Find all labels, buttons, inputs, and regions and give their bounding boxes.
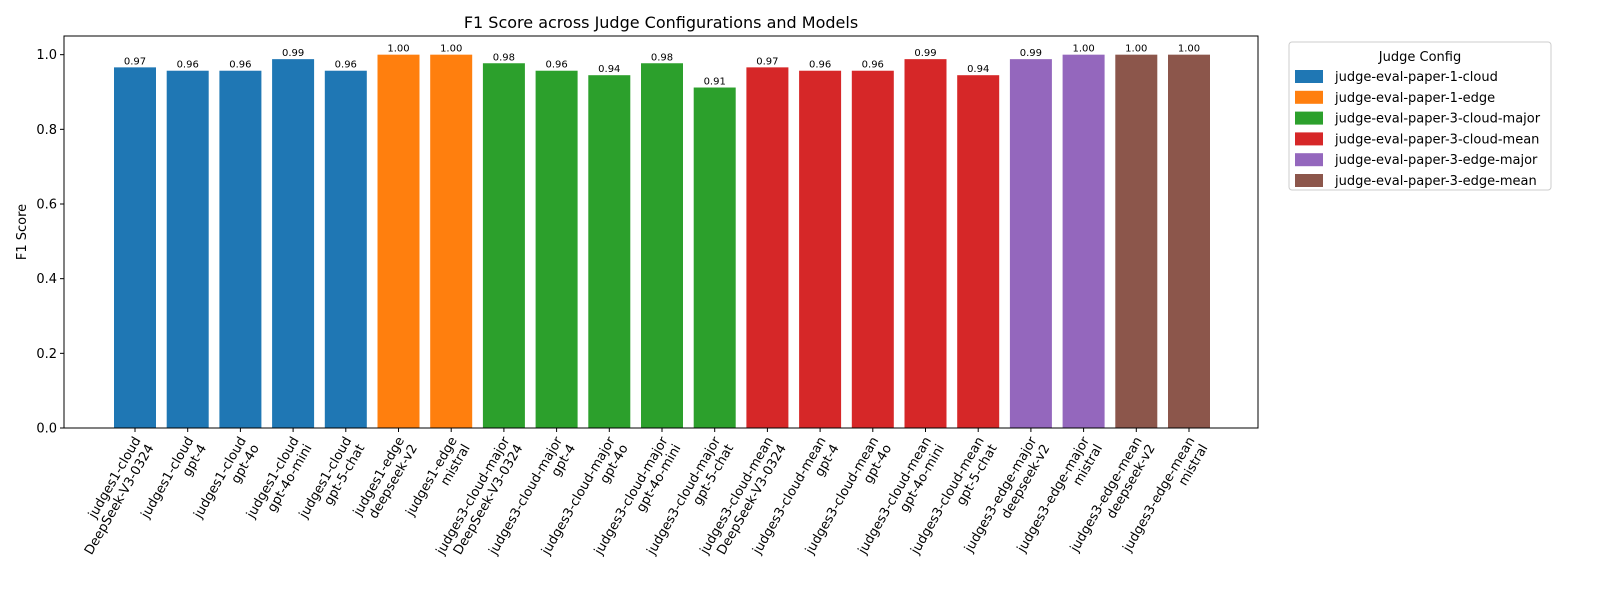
bar xyxy=(1062,54,1105,429)
bar xyxy=(430,54,473,429)
bar xyxy=(904,59,947,428)
legend-entry-label: judge-eval-paper-3-edge-mean xyxy=(1334,174,1537,189)
y-tick-label: 0.4 xyxy=(36,272,57,287)
legend-entry-label: judge-eval-paper-3-cloud-mean xyxy=(1334,132,1539,147)
legend-swatch xyxy=(1295,174,1323,187)
legend-box xyxy=(1288,41,1552,191)
bar-value-label: 0.99 xyxy=(914,48,936,59)
legend-entry-label: judge-eval-paper-3-edge-major xyxy=(1334,153,1538,168)
bar xyxy=(219,70,262,428)
bar xyxy=(272,59,315,428)
legend-title: Judge Config xyxy=(1378,50,1461,65)
bar xyxy=(799,70,842,428)
bar-value-label: 0.99 xyxy=(1020,48,1042,59)
bar-value-label: 0.98 xyxy=(493,52,515,63)
legend-swatch xyxy=(1295,132,1323,146)
bar-value-label: 0.96 xyxy=(862,60,884,71)
bar-value-label: 1.00 xyxy=(1178,44,1200,55)
x-tick-label: judges1-cloudDeepSeek-V3-0324 xyxy=(69,435,157,558)
y-tick-label: 0.6 xyxy=(36,198,57,213)
y-tick-label: 0.2 xyxy=(36,347,57,362)
legend-swatch xyxy=(1295,90,1323,104)
bar xyxy=(324,70,367,428)
bar xyxy=(114,67,156,429)
legend-entry-label: judge-eval-paper-3-cloud-major xyxy=(1334,112,1541,127)
plot-area: 0.97judges1-cloudDeepSeek-V3-03240.96jud… xyxy=(36,35,1259,559)
bar-value-label: 1.00 xyxy=(1072,44,1094,55)
bar-value-label: 0.97 xyxy=(124,56,146,67)
y-axis-label: F1 Score xyxy=(15,204,30,260)
y-tick-label: 1.0 xyxy=(36,48,57,63)
y-tick-label: 0.0 xyxy=(36,422,57,437)
bar xyxy=(1115,54,1158,429)
bar-value-label: 1.00 xyxy=(1125,44,1147,55)
bar xyxy=(482,63,525,429)
y-tick-label: 0.8 xyxy=(36,123,57,138)
bar-value-label: 0.94 xyxy=(967,64,989,75)
legend-swatch xyxy=(1295,111,1323,125)
legend-swatch xyxy=(1295,70,1323,83)
bar xyxy=(641,63,683,429)
bar xyxy=(535,70,578,428)
bar-value-label: 0.96 xyxy=(177,60,199,71)
bar xyxy=(693,87,736,429)
bar-value-label: 1.00 xyxy=(387,44,409,55)
bar xyxy=(588,75,631,428)
bar xyxy=(1009,59,1052,428)
bar xyxy=(746,67,789,429)
bar-value-label: 1.00 xyxy=(440,44,462,55)
plot-frame xyxy=(63,35,1259,429)
chart-title: F1 Score across Judge Configurations and… xyxy=(464,13,858,32)
bar-value-label: 0.96 xyxy=(229,60,251,71)
legend: Judge Config judge-eval-paper-1-cloud judg… xyxy=(1288,41,1552,191)
bar xyxy=(377,54,420,429)
bar xyxy=(1168,54,1210,429)
bar-value-label: 0.96 xyxy=(809,60,831,71)
bar-value-label: 0.96 xyxy=(335,60,357,71)
legend-entry-label: judge-eval-paper-1-cloud xyxy=(1334,70,1498,85)
bar-value-label: 0.96 xyxy=(545,60,567,71)
bar-value-label: 0.91 xyxy=(704,77,726,88)
bar-value-label: 0.99 xyxy=(282,48,304,59)
bar-value-label: 0.98 xyxy=(651,52,673,63)
legend-entry-label: judge-eval-paper-1-edge xyxy=(1334,91,1495,106)
bar xyxy=(957,75,1000,428)
bar-value-label: 0.97 xyxy=(756,56,778,67)
bar xyxy=(166,70,209,428)
bar-value-label: 0.94 xyxy=(598,64,620,75)
legend-swatch xyxy=(1295,153,1323,167)
bar xyxy=(851,70,894,428)
